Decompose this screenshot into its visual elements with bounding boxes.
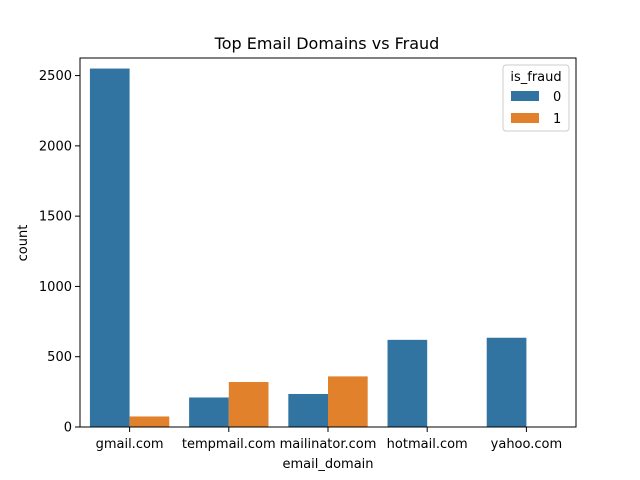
y-tick-label: 1500 [39,210,72,225]
y-axis: 0 500 1000 1500 2000 2500 [39,69,80,436]
plot-frame [79,57,577,428]
legend-label-1: 1 [553,112,561,127]
legend-label-0: 0 [553,90,561,105]
legend-swatch-1 [511,113,539,123]
y-tick-label: 500 [47,350,72,365]
x-tick-label: mailinator.com [280,437,377,452]
bar-yahoo-com-fraud-0 [486,337,527,427]
x-axis-label: email_domain [282,457,373,472]
y-tick-label: 1000 [39,280,72,295]
bar-gmail-com-fraud-1 [129,416,170,427]
x-tick-label: yahoo.com [491,437,562,452]
y-tick-label: 2000 [39,139,72,154]
legend: is_fraud 0 1 [502,64,570,132]
bar-gmail-com-fraud-0 [89,68,130,427]
y-tick-label: 2500 [39,69,72,84]
y-axis-label: count [16,225,31,262]
chart-title: Top Email Domains vs Fraud [214,34,440,53]
bar-tempmail-com-fraud-0 [189,397,229,427]
x-axis: gmail.com tempmail.com mailinator.com hotma… [96,427,562,452]
x-tick-label: gmail.com [96,437,164,452]
legend-swatch-0 [511,91,539,101]
bar-mailinator-com-fraud-1 [328,376,368,427]
bar-tempmail-com-fraud-1 [228,382,269,427]
y-tick-label: 0 [64,421,72,436]
x-tick-label: hotmail.com [387,437,468,452]
bar-hotmail-com-fraud-0 [387,339,428,427]
bars-group [89,68,527,427]
bar-mailinator-com-fraud-0 [288,393,328,427]
legend-title: is_fraud [510,70,561,85]
x-tick-label: tempmail.com [182,437,276,452]
